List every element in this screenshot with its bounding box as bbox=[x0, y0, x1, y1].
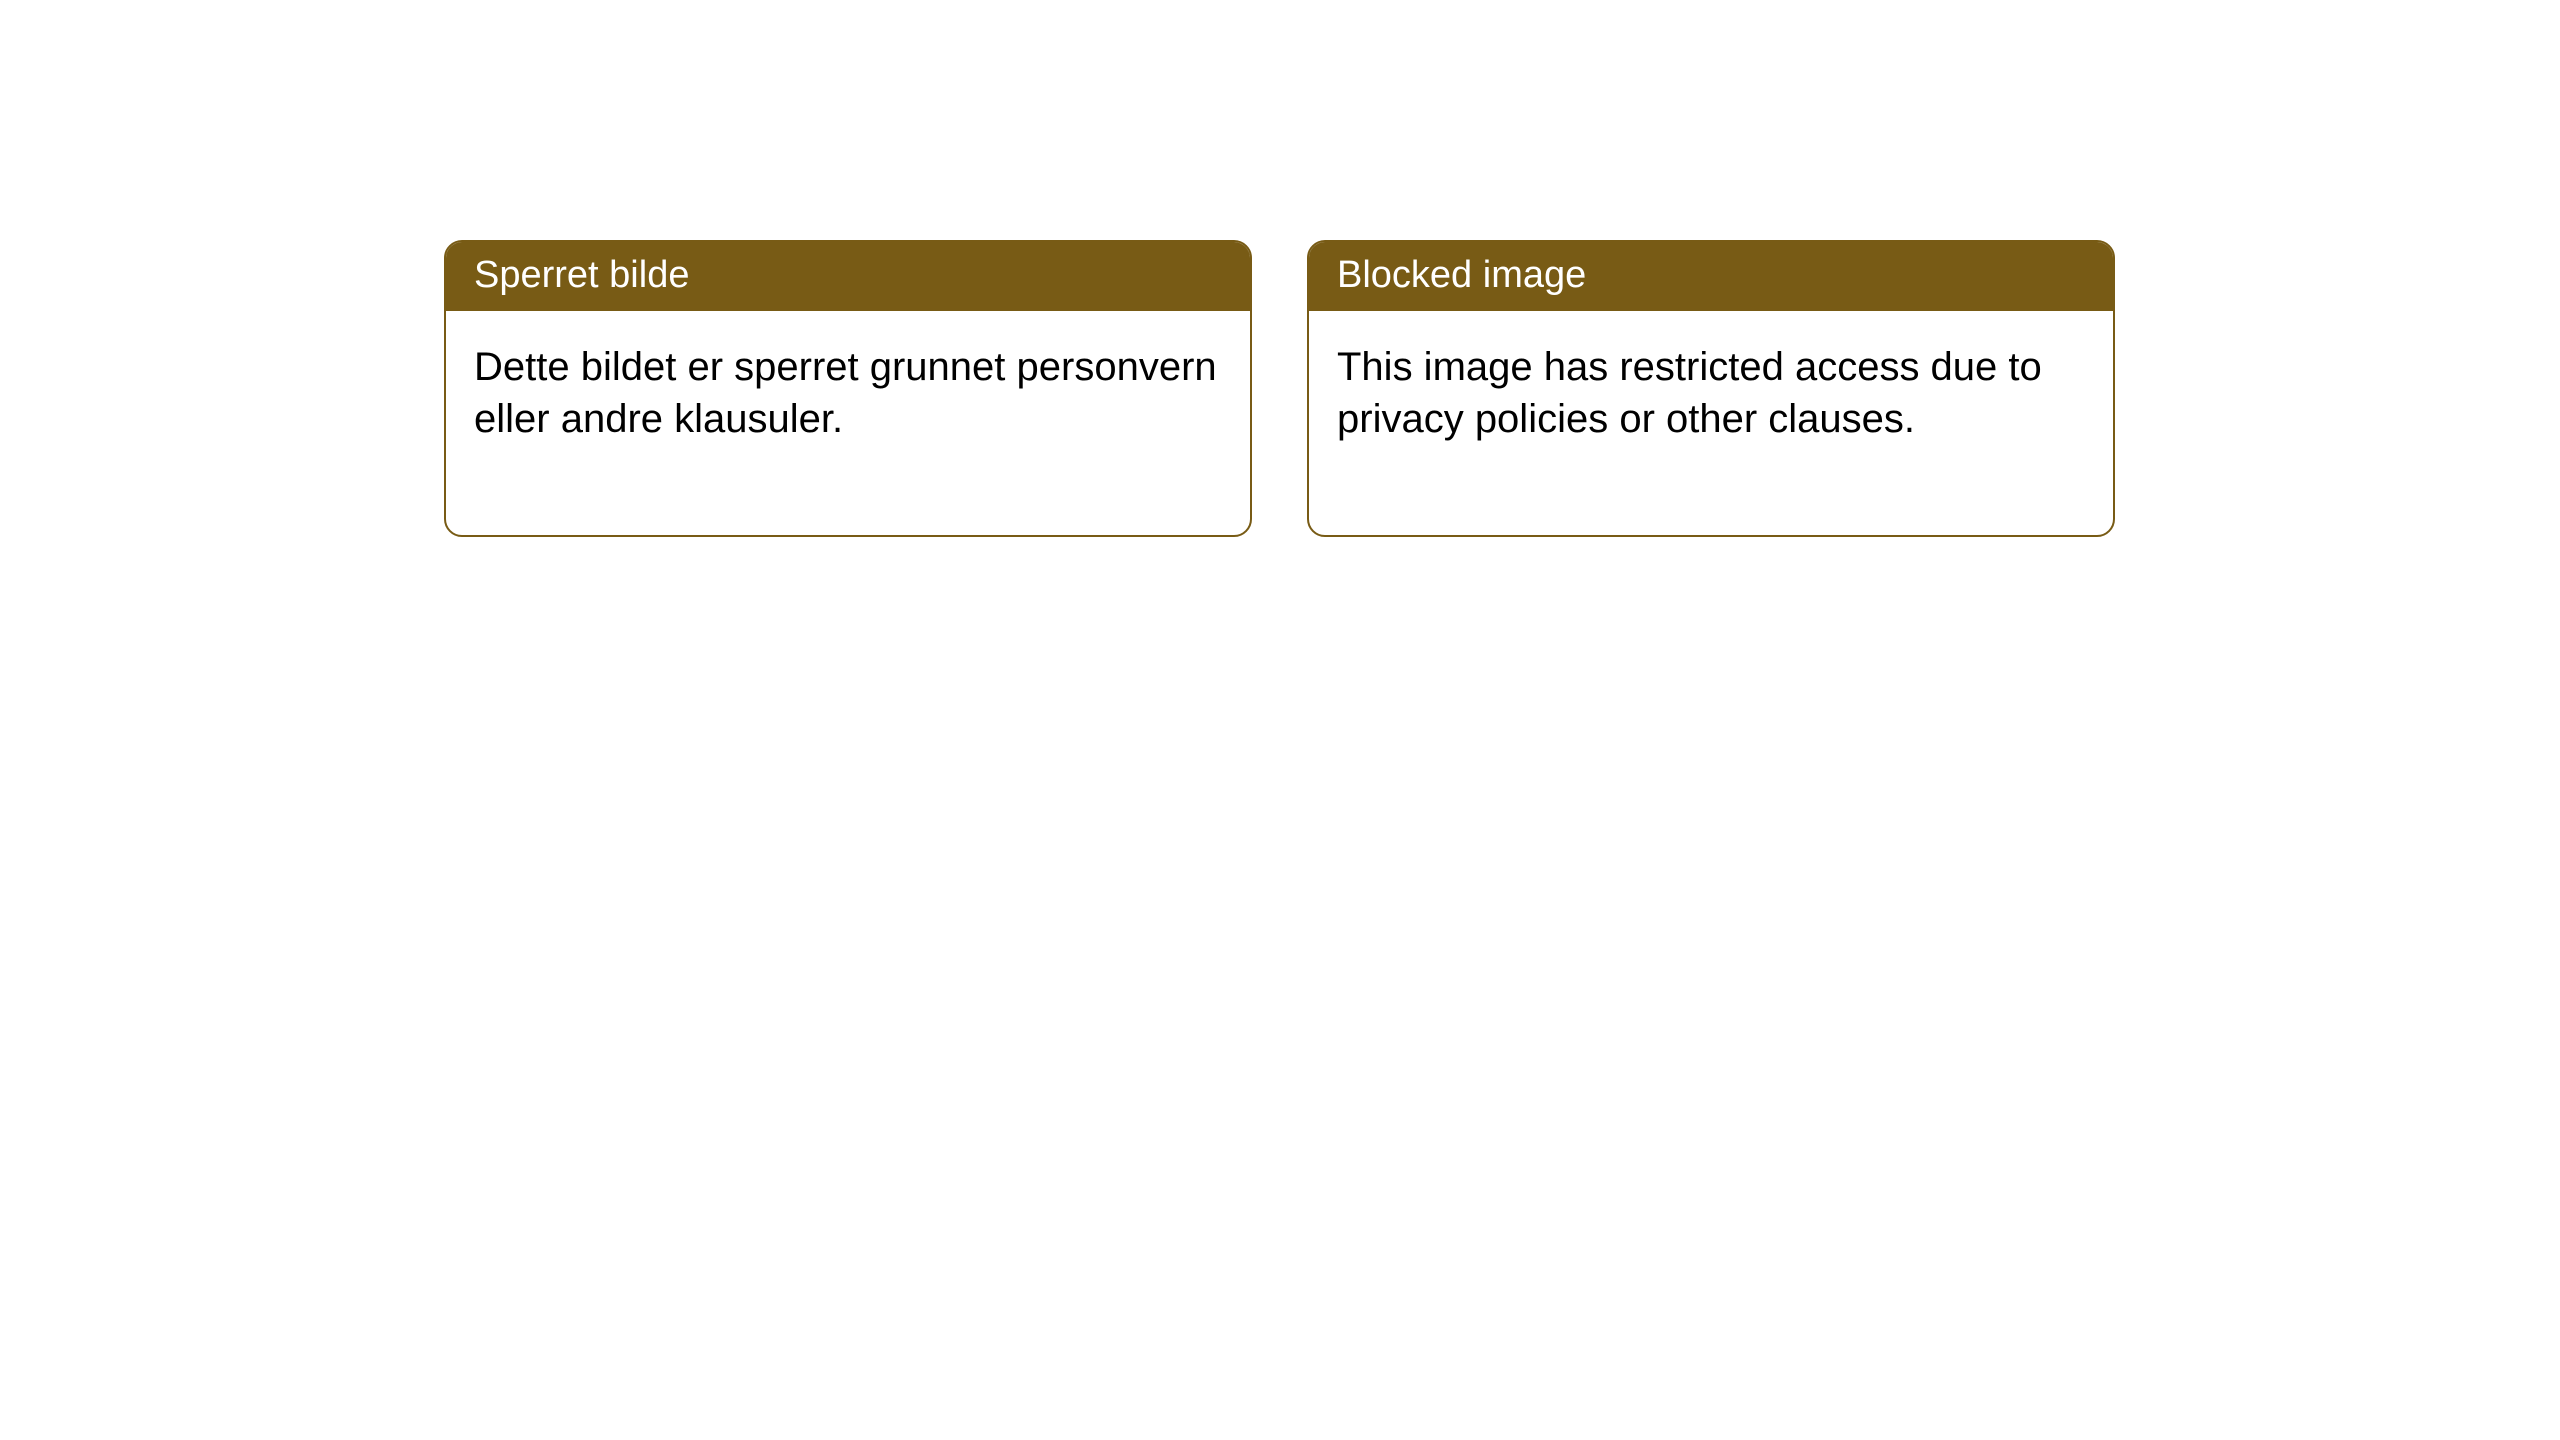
notice-title: Sperret bilde bbox=[474, 254, 689, 296]
notice-header: Sperret bilde bbox=[446, 242, 1250, 311]
notice-box-norwegian: Sperret bilde Dette bildet er sperret gr… bbox=[444, 240, 1252, 537]
notice-box-english: Blocked image This image has restricted … bbox=[1307, 240, 2115, 537]
notice-body-text: Dette bildet er sperret grunnet personve… bbox=[474, 345, 1217, 441]
notice-body-text: This image has restricted access due to … bbox=[1337, 345, 2042, 441]
notice-title: Blocked image bbox=[1337, 254, 1586, 296]
notice-container: Sperret bilde Dette bildet er sperret gr… bbox=[444, 240, 2115, 537]
notice-header: Blocked image bbox=[1309, 242, 2113, 311]
notice-body: Dette bildet er sperret grunnet personve… bbox=[446, 311, 1250, 535]
notice-body: This image has restricted access due to … bbox=[1309, 311, 2113, 535]
